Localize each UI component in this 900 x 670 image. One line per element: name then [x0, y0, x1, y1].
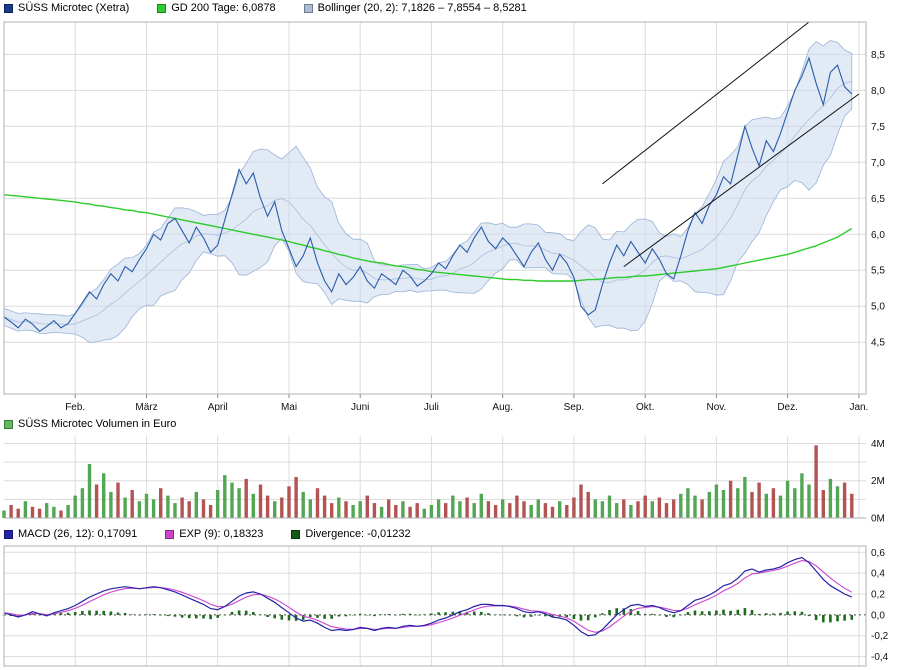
svg-text:7,5: 7,5: [871, 122, 885, 133]
svg-text:0,6: 0,6: [871, 548, 885, 559]
volume-legend: SÜSS Microtec Volumen in Euro: [0, 416, 900, 432]
price-legend: SÜSS Microtec (Xetra) GD 200 Tage: 6,087…: [0, 0, 900, 16]
svg-text:Sep.: Sep.: [564, 402, 585, 413]
trend-line: [623, 93, 860, 268]
legend-item-volume: SÜSS Microtec Volumen in Euro: [4, 418, 176, 430]
gd200-line: [3, 194, 853, 282]
svg-text:4,5: 4,5: [871, 338, 885, 349]
svg-text:Nov.: Nov.: [706, 402, 726, 413]
divergence-histogram: [2, 608, 854, 623]
macd-chart[interactable]: 0,6 0,4 0,2 0,0 -0,2 -0,4: [0, 542, 900, 670]
svg-text:0,4: 0,4: [871, 569, 885, 580]
divergence-color-swatch-icon: [291, 529, 301, 539]
gridlines: [4, 546, 866, 666]
macd-legend: MACD (26, 12): 0,17091 EXP (9): 0,18323 …: [0, 526, 900, 542]
gd200-legend-label: GD 200 Tage: 6,0878: [171, 2, 276, 14]
axis-labels: 4M 2M 0M: [871, 439, 885, 525]
svg-text:-0,2: -0,2: [871, 631, 889, 642]
legend-item-gd200: GD 200 Tage: 6,0878: [157, 2, 276, 14]
svg-text:6,0: 6,0: [871, 230, 885, 241]
svg-text:Feb.: Feb.: [65, 402, 85, 413]
svg-text:4M: 4M: [871, 439, 885, 450]
price-color-swatch-icon: [4, 3, 13, 13]
svg-text:0,2: 0,2: [871, 590, 885, 601]
svg-text:8,5: 8,5: [871, 50, 885, 61]
svg-text:Mai: Mai: [281, 402, 297, 413]
svg-text:Okt.: Okt.: [636, 402, 654, 413]
price-chart[interactable]: 8,5 8,0 7,5 7,0 6,5 6,0 5,5 5,0 4,5 Feb. März April…: [0, 16, 900, 416]
legend-item-bollinger: Bollinger (20, 2): 7,1826 – 7,8554 – 8,5…: [303, 2, 527, 14]
svg-text:7,0: 7,0: [871, 158, 885, 169]
volume-chart[interactable]: 4M 2M 0M: [0, 432, 900, 526]
gridlines: [4, 22, 866, 398]
svg-text:Aug.: Aug.: [492, 402, 513, 413]
svg-text:0,0: 0,0: [871, 610, 885, 621]
volume-color-swatch-icon: [4, 419, 13, 429]
price-legend-label: SÜSS Microtec (Xetra): [18, 2, 130, 14]
bollinger-mid-line: [3, 80, 852, 326]
volume-bars: [2, 445, 854, 518]
svg-text:6,5: 6,5: [871, 194, 885, 205]
macd-color-swatch-icon: [4, 529, 13, 539]
gd200-color-swatch-icon: [157, 3, 167, 13]
bollinger-band: [3, 40, 853, 344]
svg-text:2M: 2M: [871, 476, 885, 487]
price-line: [3, 56, 853, 333]
svg-text:0M: 0M: [871, 514, 885, 525]
svg-text:8,0: 8,0: [871, 86, 885, 97]
exp-legend-label: EXP (9): 0,18323: [179, 528, 264, 540]
legend-item-divergence: Divergence: -0,01232: [291, 528, 411, 540]
svg-text:Juli: Juli: [424, 402, 439, 413]
exp-line: [3, 560, 853, 633]
svg-text:Jan.: Jan.: [849, 402, 868, 413]
trend-line: [602, 21, 810, 185]
exp-color-swatch-icon: [165, 529, 175, 539]
svg-text:5,0: 5,0: [871, 302, 885, 313]
legend-item-price: SÜSS Microtec (Xetra): [4, 2, 129, 14]
svg-text:5,5: 5,5: [871, 266, 885, 277]
plot-frame: [3, 21, 867, 395]
divergence-legend-label: Divergence: -0,01232: [305, 528, 411, 540]
macd-line: [3, 556, 853, 637]
svg-text:April: April: [208, 402, 228, 413]
svg-text:März: März: [135, 402, 157, 413]
legend-item-macd: MACD (26, 12): 0,17091: [4, 528, 137, 540]
svg-text:Dez.: Dez.: [777, 402, 798, 413]
plot-frame: [3, 545, 867, 667]
axis-labels: 0,6 0,4 0,2 0,0 -0,2 -0,4: [871, 548, 889, 663]
svg-text:-0,4: -0,4: [871, 652, 889, 663]
macd-legend-label: MACD (26, 12): 0,17091: [18, 528, 138, 540]
svg-text:Juni: Juni: [351, 402, 369, 413]
volume-legend-label: SÜSS Microtec Volumen in Euro: [18, 418, 177, 430]
bollinger-color-swatch-icon: [303, 3, 313, 13]
axis-labels: 8,5 8,0 7,5 7,0 6,5 6,0 5,5 5,0 4,5 Feb. März April…: [65, 50, 885, 413]
bollinger-legend-label: Bollinger (20, 2): 7,1826 – 7,8554 – 8,5…: [317, 2, 527, 14]
legend-item-exp: EXP (9): 0,18323: [165, 528, 263, 540]
